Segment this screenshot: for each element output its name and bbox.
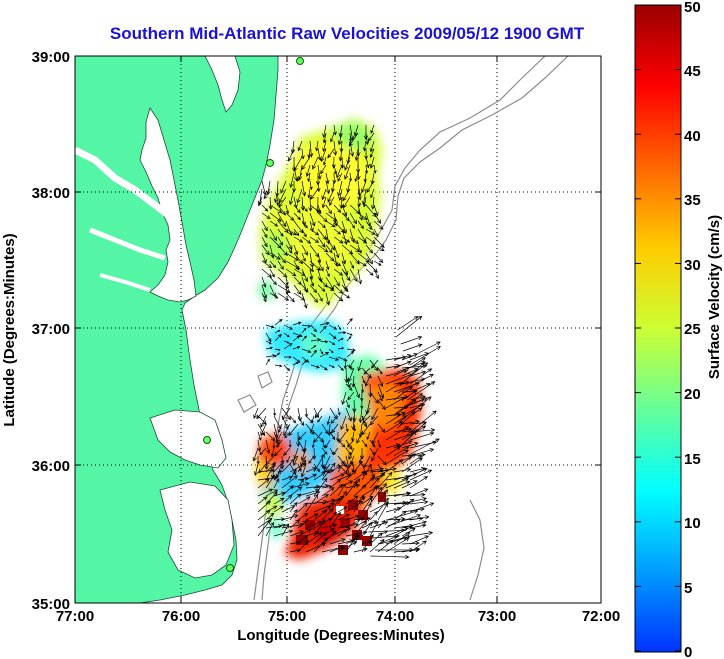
pamlico-sound	[159, 481, 235, 579]
x-tick-label: 77:00	[56, 608, 94, 625]
x-tick-label: 75:00	[268, 608, 306, 625]
colorbar-tick-label: 20	[684, 386, 701, 403]
colorbar	[634, 4, 682, 653]
delaware-bay	[204, 56, 241, 113]
plot-frame	[74, 55, 602, 604]
y-tick-label: 36:00	[32, 458, 70, 475]
colorbar-label: Surface Velocity (cm/s)	[706, 215, 723, 379]
y-tick-label: 39:00	[32, 49, 70, 66]
y-tick-label: 37:00	[32, 321, 70, 338]
colorbar-tick-label: 30	[684, 257, 701, 274]
y-tick-labels: 39:00 38:00 37:00 36:00 35:00	[32, 49, 70, 613]
chesapeake-bay	[139, 107, 197, 303]
velocity-vectors	[252, 124, 441, 560]
x-tick-label: 76:00	[162, 608, 200, 625]
colorbar-tick-labels: 0 5 10 15 20 25 30 35 40 45 50	[684, 0, 701, 659]
colorbar-tick-label: 25	[684, 321, 701, 338]
colorbar-tick-label: 10	[684, 515, 701, 532]
radar-site-markers	[203, 57, 304, 572]
y-axis-label: Latitude (Degrees:Minutes)	[1, 233, 18, 426]
colorbar-tick-label: 35	[684, 192, 701, 209]
colorbar-tick-label: 50	[684, 0, 701, 16]
tick-marks	[75, 56, 601, 603]
colorbar-tick-label: 45	[684, 63, 701, 80]
land-mass	[75, 56, 279, 603]
x-tick-label: 72:00	[582, 608, 620, 625]
colorbar-tick-label: 5	[684, 580, 692, 597]
y-tick-label: 35:00	[32, 596, 70, 613]
colorbar-ticks	[635, 4, 681, 652]
colorbar-tick-label: 15	[684, 451, 701, 468]
x-tick-label: 74:00	[376, 608, 414, 625]
x-tick-labels: 77:00 76:00 75:00 74:00 73:00 72:00	[56, 608, 620, 625]
albemarle-sound	[149, 409, 227, 469]
colorbar-tick-label: 0	[684, 644, 692, 659]
colorbar-tick-label: 40	[684, 128, 701, 145]
velocity-field	[255, 118, 422, 560]
x-tick-label: 73:00	[478, 608, 516, 625]
x-axis-label: Longitude (Degrees:Minutes)	[237, 627, 445, 644]
map-title: Southern Mid-Atlantic Raw Velocities 200…	[110, 24, 585, 43]
potomac-river	[75, 146, 171, 218]
y-tick-label: 38:00	[32, 185, 70, 202]
